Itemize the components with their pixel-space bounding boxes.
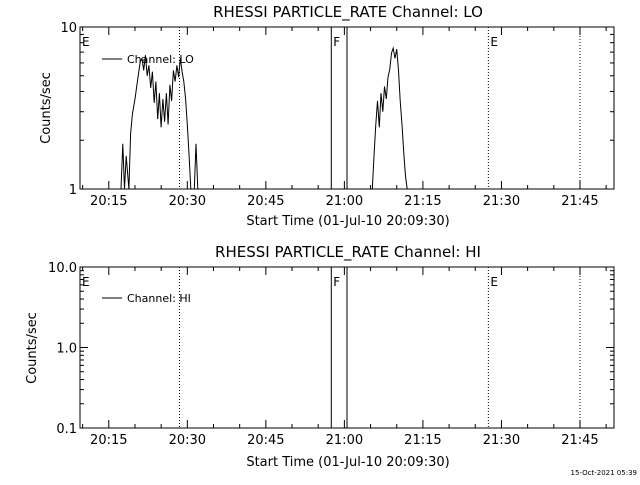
- x-tick-label: 20:15: [90, 194, 127, 209]
- panel-lo-series: [120, 46, 408, 190]
- event-marker-label: F: [333, 35, 340, 49]
- x-tick-label: 20:30: [169, 433, 206, 448]
- panel-hi-xlabel: Start Time (01-Jul-10 20:09:30): [246, 455, 449, 470]
- event-marker-label: F: [333, 275, 340, 289]
- x-tick-label: 21:30: [483, 194, 520, 209]
- panel-lo-xlabel: Start Time (01-Jul-10 20:09:30): [246, 214, 449, 229]
- y-tick-label: 1.0: [56, 342, 77, 357]
- event-marker-label: E: [82, 35, 90, 49]
- x-tick-label: 20:15: [90, 433, 127, 448]
- x-tick-label: 21:00: [326, 194, 363, 209]
- panel-lo-ylabel: Counts/sec: [39, 72, 54, 144]
- series-line: [120, 55, 192, 190]
- panel-lo-legend-label: Channel: LO: [127, 53, 194, 66]
- x-tick-label: 20:30: [169, 194, 206, 209]
- panel-hi-title: RHESSI PARTICLE_RATE Channel: HI: [215, 243, 481, 262]
- x-tick-label: 21:00: [326, 433, 363, 448]
- x-tick-label: 20:45: [247, 194, 284, 209]
- y-tick-label: 1: [69, 183, 77, 198]
- x-tick-label: 21:45: [561, 433, 598, 448]
- panel-hi-ylabel: Counts/sec: [25, 312, 40, 384]
- panel-lo: RHESSI PARTICLE_RATE Channel: LO Counts/…: [39, 3, 615, 229]
- panel-lo-title: RHESSI PARTICLE_RATE Channel: LO: [213, 3, 483, 22]
- y-tick-label: 0.1: [56, 422, 77, 437]
- x-tick-label: 21:15: [404, 194, 441, 209]
- y-tick-label: 10.0: [48, 261, 77, 276]
- series-line: [371, 46, 408, 190]
- x-tick-label: 21:15: [404, 433, 441, 448]
- y-tick-label: 10: [60, 21, 77, 36]
- x-tick-label: 21:30: [483, 433, 520, 448]
- x-tick-label: 21:45: [561, 194, 598, 209]
- panel-lo-axes: 20:15 20:30 20:45 21:00 21:15 21:30 21:45 1 10: [60, 21, 615, 209]
- panel-hi: RHESSI PARTICLE_RATE Channel: HI Counts/…: [25, 243, 615, 470]
- x-tick-label: 20:45: [247, 433, 284, 448]
- footer-timestamp: 15-Oct-2021 05:39: [571, 469, 637, 477]
- event-marker-label: E: [82, 275, 90, 289]
- event-marker-label: E: [490, 275, 498, 289]
- series-line: [193, 143, 199, 190]
- panel-hi-legend-label: Channel: HI: [127, 292, 191, 305]
- event-marker-label: E: [490, 35, 498, 49]
